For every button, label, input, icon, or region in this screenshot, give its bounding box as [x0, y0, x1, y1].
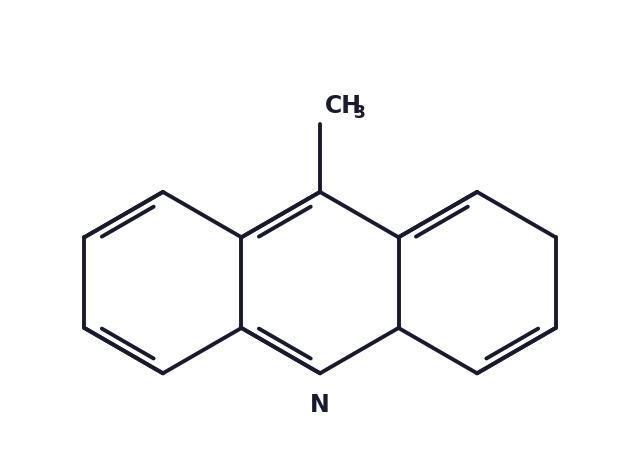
Text: 3: 3 — [353, 104, 365, 122]
Text: CH: CH — [324, 94, 362, 118]
Text: N: N — [310, 393, 330, 417]
